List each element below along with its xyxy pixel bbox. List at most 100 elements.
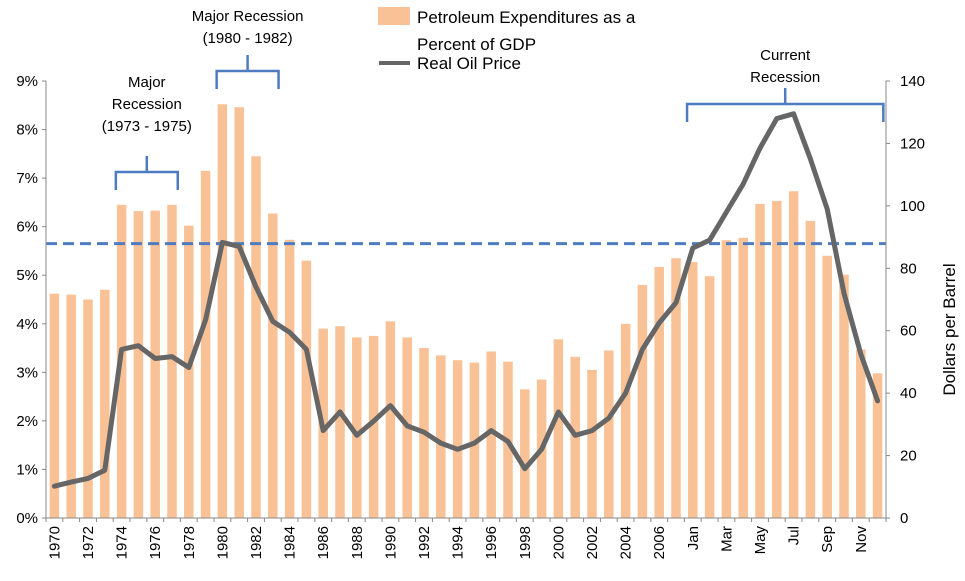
bar xyxy=(486,351,496,518)
bar xyxy=(452,360,463,518)
x-tick-label: Mar xyxy=(718,526,735,552)
y-right-tick-label: 0 xyxy=(900,510,908,527)
recession-bracket xyxy=(685,88,885,122)
bar xyxy=(839,274,849,518)
bar xyxy=(856,349,866,518)
x-tick-label: Jan xyxy=(685,526,702,550)
x-tick-label: 1990 xyxy=(382,526,399,559)
x-tick-label: 1978 xyxy=(181,526,198,559)
x-tick-label: 1974 xyxy=(114,526,131,559)
bar xyxy=(553,339,564,518)
bar xyxy=(284,239,295,518)
bar xyxy=(335,326,345,518)
x-tick-label: 1972 xyxy=(80,526,97,559)
x-tick-label: 2006 xyxy=(651,526,668,559)
x-axis: 1970 1972 1974 1976 1978 1980 1982 1984 1986 1988… xyxy=(45,518,887,559)
recession-label: Current xyxy=(760,47,811,64)
line-series xyxy=(51,111,881,489)
bar xyxy=(688,262,698,518)
x-tick-label: 1986 xyxy=(315,526,332,559)
recession-label: Major xyxy=(128,74,166,91)
x-tick-label: May xyxy=(752,526,769,555)
bar xyxy=(83,299,93,518)
bar xyxy=(234,107,244,518)
bar xyxy=(738,237,748,518)
bar xyxy=(200,170,211,519)
recession-label: (1980 - 1982) xyxy=(203,30,293,47)
x-tick-label: 1970 xyxy=(46,526,63,559)
recession-label: Major Recession xyxy=(192,8,304,25)
bar xyxy=(755,203,765,518)
y-left-tick-label: 7% xyxy=(16,170,38,187)
y-right-tick-label: 60 xyxy=(900,323,917,340)
bar xyxy=(268,213,278,518)
bar xyxy=(604,350,614,518)
y-right-tick-label: 120 xyxy=(900,135,925,152)
x-tick-label: 1998 xyxy=(517,526,534,559)
legend-swatch-bars xyxy=(378,7,410,25)
bar xyxy=(620,323,631,518)
x-tick-label: 2004 xyxy=(618,526,635,559)
x-tick-label: 1996 xyxy=(483,526,500,559)
y-right-tick-label: 20 xyxy=(900,448,917,465)
bar xyxy=(217,104,228,518)
y-right-tick-label: 140 xyxy=(900,73,925,90)
y-right-tick-label: 100 xyxy=(900,198,925,215)
legend-label-line: Real Oil Price xyxy=(417,54,521,73)
bar xyxy=(788,191,799,518)
bar xyxy=(368,335,379,518)
bar xyxy=(721,240,732,519)
bar xyxy=(587,369,597,518)
legend: Petroleum Expenditures as a Percent of G… xyxy=(378,7,636,73)
x-tick-label: 1988 xyxy=(349,526,366,559)
y-left-tick-label: 0% xyxy=(16,510,38,527)
y-left-tick-label: 6% xyxy=(16,219,38,236)
y-left-tick-label: 1% xyxy=(16,461,38,478)
bar xyxy=(654,266,664,518)
x-tick-label: 1976 xyxy=(147,526,164,559)
legend-label-bars-1: Petroleum Expenditures as a xyxy=(417,8,636,27)
legend-label-bars-2: Percent of GDP xyxy=(417,35,536,54)
y-left-tick-label: 9% xyxy=(16,73,38,90)
recession-bracket xyxy=(215,55,280,89)
y-left-tick-label: 5% xyxy=(16,267,38,284)
bar xyxy=(100,289,110,518)
y-axis-right-label: Dollars per Barrel xyxy=(940,263,959,395)
y-left-tick-label: 2% xyxy=(16,413,38,430)
annotations: Major Recession (1973 - 1975) Major Recessi… xyxy=(102,8,885,190)
y-right-tick-label: 40 xyxy=(900,385,917,402)
bar xyxy=(167,204,177,519)
bar xyxy=(805,220,816,518)
bar xyxy=(66,294,76,518)
bar xyxy=(385,321,396,518)
bar xyxy=(436,355,446,518)
bar xyxy=(49,293,60,518)
bar xyxy=(133,211,144,518)
bar xyxy=(637,284,648,518)
x-tick-label: Sep xyxy=(819,526,836,553)
bar-series xyxy=(49,104,883,519)
x-tick-label: 1980 xyxy=(214,526,231,559)
x-tick-label: Nov xyxy=(853,526,870,553)
recession-label: (1973 - 1975) xyxy=(102,118,192,135)
line-series-path xyxy=(51,111,881,489)
x-tick-label: 2002 xyxy=(584,526,601,559)
y-left-tick-label: 4% xyxy=(16,316,38,333)
bar xyxy=(184,225,194,518)
x-tick-label: 2000 xyxy=(550,526,567,559)
recession-bracket xyxy=(114,156,179,190)
recession-label: Recession xyxy=(750,69,820,86)
bar xyxy=(872,373,883,518)
x-tick-label: 1982 xyxy=(248,526,265,559)
recession-label: Recession xyxy=(112,96,182,113)
bar xyxy=(671,258,681,518)
bar xyxy=(251,156,261,518)
bar xyxy=(772,200,782,518)
y-axis-left: 0% 1% 2% 3% 4% 5% 6% 7% 8% 9% xyxy=(16,73,46,527)
x-tick-label: 1992 xyxy=(416,526,433,559)
y-left-tick-label: 8% xyxy=(16,122,38,139)
bar xyxy=(150,210,160,519)
y-axis-right: 0 20 40 60 80 100 120 140 xyxy=(886,73,925,527)
x-tick-label: 1994 xyxy=(450,526,467,559)
